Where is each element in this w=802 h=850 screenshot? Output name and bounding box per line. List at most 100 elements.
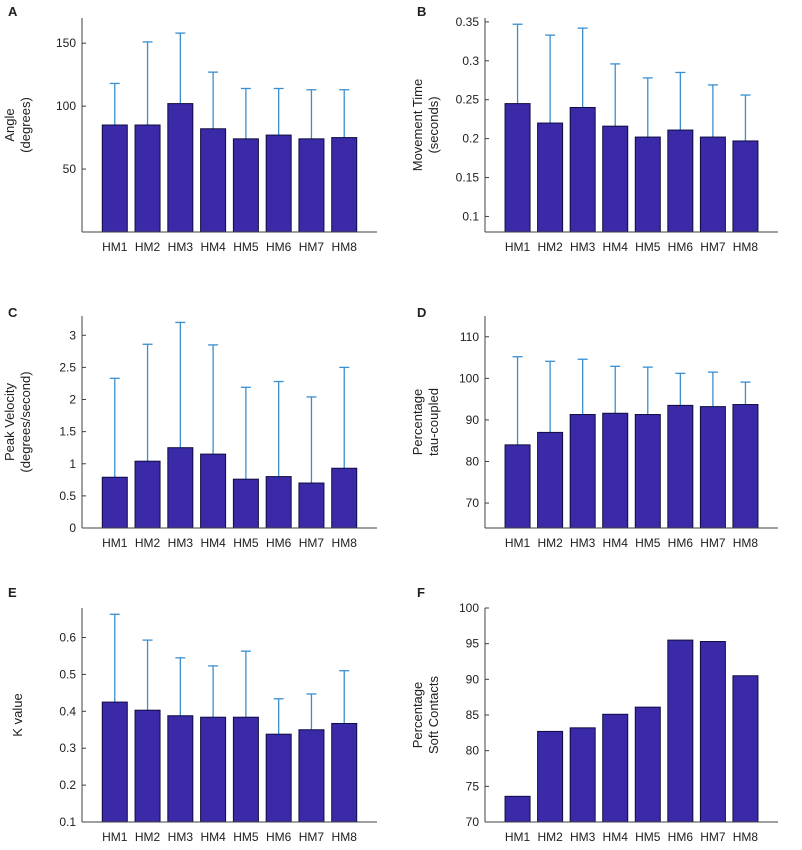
x-tick-label-f-4: HM4: [603, 830, 629, 844]
bar-a-3: [167, 103, 194, 233]
x-tick-label-a-2: HM2: [135, 240, 161, 254]
y-tick-label-f-7: 100: [459, 601, 479, 615]
bar-d-8: [732, 404, 759, 529]
bar-d-2: [537, 431, 564, 529]
x-tick-label-b-8: HM8: [733, 240, 759, 254]
x-tick-label-c-6: HM6: [266, 536, 292, 550]
bar-f-1: [504, 795, 531, 823]
bar-d-5: [634, 414, 661, 529]
y-axis-label-d-1: Percentage: [410, 389, 425, 456]
y-tick-label-f-2: 75: [466, 779, 480, 793]
x-tick-label-a-7: HM7: [299, 240, 325, 254]
x-tick-label-a-6: HM6: [266, 240, 292, 254]
y-axis-label-f-1: Percentage: [410, 682, 425, 749]
y-tick-label-e-1: 0.1: [59, 815, 76, 829]
bar-e-8: [331, 722, 358, 823]
x-tick-label-d-8: HM8: [733, 536, 759, 550]
x-tick-label-f-3: HM3: [570, 830, 596, 844]
x-tick-label-e-8: HM8: [332, 830, 358, 844]
y-axis-label-a-1: Angle: [2, 108, 17, 141]
y-tick-label-f-6: 95: [466, 637, 480, 651]
bar-f-6: [667, 639, 694, 823]
x-tick-label-b-7: HM7: [700, 240, 726, 254]
bar-f-3: [569, 727, 596, 823]
bar-a-7: [298, 138, 325, 233]
x-tick-label-e-2: HM2: [135, 830, 161, 844]
y-axis-label-c-2: (degrees/second): [18, 371, 33, 472]
bar-a-6: [265, 134, 292, 233]
bar-c-1: [101, 476, 128, 529]
x-tick-label-b-4: HM4: [603, 240, 629, 254]
x-tick-label-a-8: HM8: [332, 240, 358, 254]
bar-e-7: [298, 729, 325, 823]
x-tick-label-d-3: HM3: [570, 536, 596, 550]
bar-d-1: [504, 444, 531, 529]
y-tick-label-e-6: 0.6: [59, 631, 76, 645]
x-tick-label-b-2: HM2: [537, 240, 563, 254]
x-tick-label-d-2: HM2: [537, 536, 563, 550]
x-tick-label-e-4: HM4: [200, 830, 226, 844]
bar-e-3: [167, 715, 194, 823]
x-tick-label-a-3: HM3: [168, 240, 194, 254]
panel-label-e: E: [8, 585, 17, 600]
bar-c-2: [134, 460, 161, 529]
y-tick-label-f-4: 85: [466, 708, 480, 722]
bar-f-7: [699, 641, 726, 823]
y-tick-label-d-2: 80: [466, 454, 480, 468]
x-tick-label-f-6: HM6: [668, 830, 694, 844]
y-tick-label-d-4: 100: [459, 371, 479, 385]
x-tick-label-e-6: HM6: [266, 830, 292, 844]
bar-a-5: [232, 138, 259, 233]
x-tick-label-c-1: HM1: [102, 536, 128, 550]
y-tick-label-a-1: 50: [63, 162, 77, 176]
bar-e-1: [101, 701, 128, 823]
x-tick-label-c-7: HM7: [299, 536, 325, 550]
y-tick-label-a-3: 150: [56, 36, 76, 50]
bar-f-4: [602, 713, 629, 823]
x-tick-label-f-8: HM8: [733, 830, 759, 844]
x-tick-label-d-5: HM5: [635, 536, 661, 550]
bar-b-7: [699, 136, 726, 233]
x-tick-label-c-5: HM5: [233, 536, 259, 550]
bar-b-6: [667, 129, 694, 233]
bar-f-8: [732, 675, 759, 823]
x-tick-label-e-1: HM1: [102, 830, 128, 844]
bar-f-2: [537, 730, 564, 823]
bar-d-4: [602, 412, 629, 529]
bar-b-4: [602, 125, 629, 233]
panel-label-c: C: [8, 305, 18, 320]
x-tick-label-a-4: HM4: [200, 240, 226, 254]
x-tick-label-e-3: HM3: [168, 830, 194, 844]
y-axis-label-b-2: (seconds): [426, 96, 441, 153]
bar-a-8: [331, 137, 358, 233]
x-tick-label-b-5: HM5: [635, 240, 661, 254]
x-tick-label-c-2: HM2: [135, 536, 161, 550]
panel-label-a: A: [8, 4, 18, 19]
y-tick-label-e-2: 0.2: [59, 778, 76, 792]
x-tick-label-d-6: HM6: [668, 536, 694, 550]
x-tick-label-b-3: HM3: [570, 240, 596, 254]
bar-b-5: [634, 136, 661, 233]
y-tick-label-b-2: 0.15: [456, 171, 480, 185]
bar-d-3: [569, 414, 596, 529]
bar-e-5: [232, 716, 259, 823]
bar-c-5: [232, 478, 259, 529]
y-tick-label-c-4: 1.5: [59, 425, 76, 439]
y-tick-label-c-2: 0.5: [59, 489, 76, 503]
panel-label-b: B: [417, 4, 426, 19]
x-tick-label-f-2: HM2: [537, 830, 563, 844]
x-tick-label-c-3: HM3: [168, 536, 194, 550]
y-tick-label-e-4: 0.4: [59, 704, 76, 718]
bar-e-4: [200, 716, 227, 823]
x-tick-label-d-7: HM7: [700, 536, 726, 550]
y-axis-label-d-2: tau-coupled: [426, 388, 441, 456]
bar-b-3: [569, 106, 596, 233]
bar-b-2: [537, 122, 564, 233]
y-tick-label-c-1: 0: [69, 521, 76, 535]
bar-c-8: [331, 467, 358, 529]
panel-label-d: D: [417, 305, 426, 320]
bar-e-6: [265, 733, 292, 823]
bar-e-2: [134, 709, 161, 823]
y-tick-label-b-3: 0.2: [462, 132, 479, 146]
y-axis-label-f-2: Soft Contacts: [426, 675, 441, 754]
